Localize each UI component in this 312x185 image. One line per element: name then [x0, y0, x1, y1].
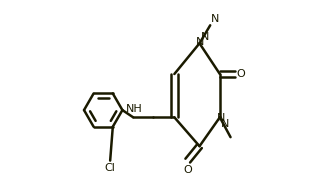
- Text: NH: NH: [126, 104, 142, 114]
- Text: N: N: [201, 32, 209, 42]
- Text: Cl: Cl: [105, 163, 116, 173]
- Text: N: N: [196, 38, 205, 48]
- Text: N: N: [211, 14, 219, 24]
- Text: N: N: [217, 113, 225, 123]
- Text: O: O: [236, 69, 245, 79]
- Text: O: O: [183, 165, 192, 175]
- Text: N: N: [221, 119, 230, 129]
